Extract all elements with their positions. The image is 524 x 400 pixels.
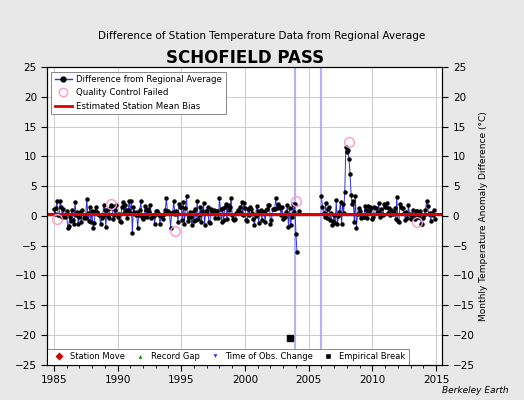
Text: Berkeley Earth: Berkeley Earth — [442, 386, 508, 395]
Legend: Station Move, Record Gap, Time of Obs. Change, Empirical Break: Station Move, Record Gap, Time of Obs. C… — [47, 349, 409, 364]
Text: Difference of Station Temperature Data from Regional Average: Difference of Station Temperature Data f… — [99, 31, 425, 41]
Title: SCHOFIELD PASS: SCHOFIELD PASS — [166, 49, 324, 67]
Y-axis label: Monthly Temperature Anomaly Difference (°C): Monthly Temperature Anomaly Difference (… — [479, 111, 488, 321]
